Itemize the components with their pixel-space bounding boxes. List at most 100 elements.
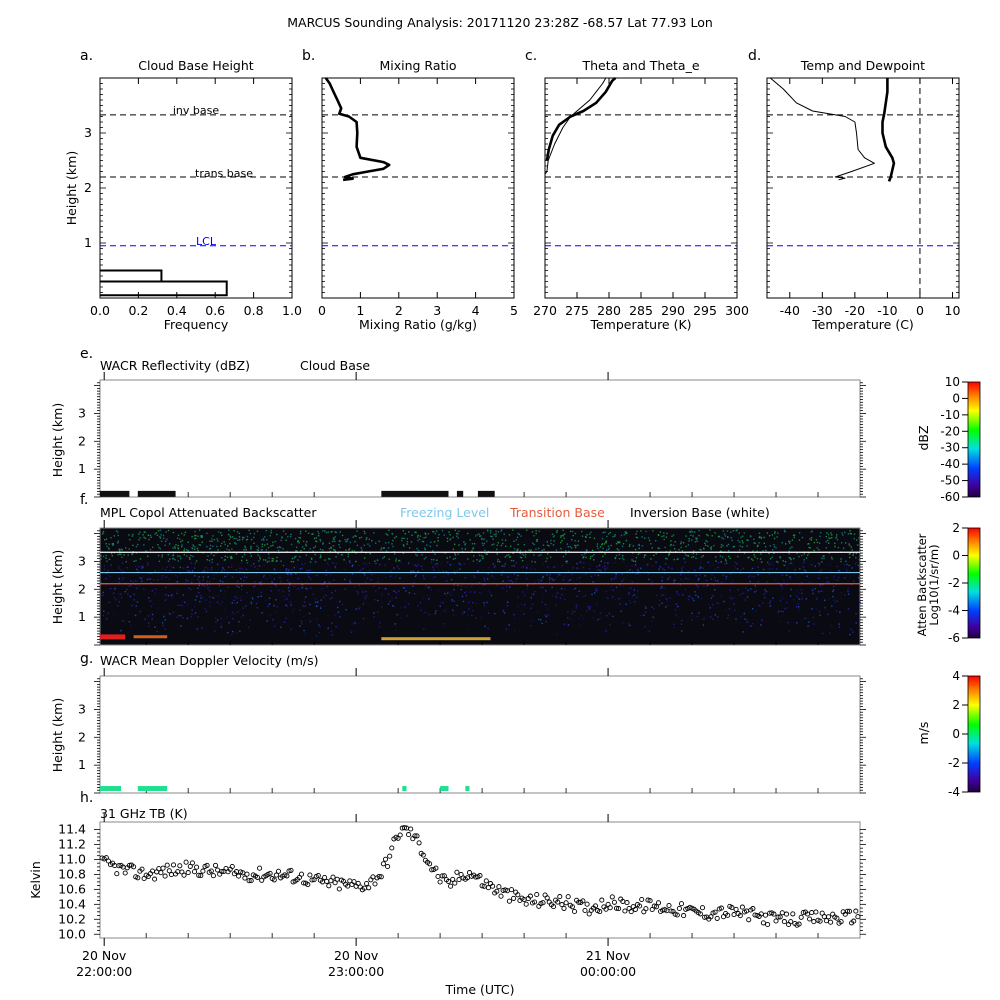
backscatter-pixel bbox=[574, 544, 576, 547]
tb-point bbox=[183, 859, 189, 865]
backscatter-pixel bbox=[723, 533, 726, 535]
backscatter-pixel bbox=[733, 597, 736, 599]
backscatter-pixel bbox=[667, 578, 669, 580]
backscatter-pixel bbox=[388, 529, 390, 531]
backscatter-pixel bbox=[732, 570, 734, 573]
backscatter-pixel bbox=[638, 571, 640, 573]
panel-c-title: Theta and Theta_e bbox=[581, 58, 699, 73]
backscatter-pixel bbox=[170, 594, 173, 596]
backscatter-pixel bbox=[315, 605, 318, 607]
backscatter-pixel bbox=[794, 569, 796, 571]
backscatter-pixel bbox=[354, 622, 356, 624]
backscatter-pixel bbox=[359, 607, 361, 609]
backscatter-pixel bbox=[535, 548, 537, 550]
backscatter-pixel bbox=[257, 547, 260, 549]
backscatter-pixel bbox=[258, 565, 261, 567]
backscatter-pixel bbox=[769, 568, 771, 570]
tb-point bbox=[527, 893, 533, 899]
backscatter-pixel bbox=[230, 566, 233, 568]
tb-point bbox=[485, 885, 491, 891]
backscatter-pixel bbox=[553, 535, 555, 537]
backscatter-pixel bbox=[821, 557, 823, 560]
backscatter-pixel bbox=[844, 531, 846, 533]
backscatter-pixel bbox=[270, 529, 272, 532]
backscatter-pixel bbox=[174, 574, 177, 576]
backscatter-pixel bbox=[562, 529, 564, 531]
backscatter-pixel bbox=[288, 594, 290, 596]
backscatter-pixel bbox=[108, 548, 110, 550]
backscatter-pixel bbox=[325, 569, 327, 572]
backscatter-pixel bbox=[780, 610, 782, 613]
backscatter-pixel bbox=[828, 598, 831, 600]
backscatter-pixel bbox=[179, 572, 181, 574]
backscatter-pixel bbox=[339, 531, 341, 533]
tb-point bbox=[309, 877, 315, 883]
backscatter-pixel bbox=[117, 540, 119, 542]
backscatter-pixel bbox=[513, 548, 516, 550]
backscatter-pixel bbox=[142, 566, 144, 568]
backscatter-pixel bbox=[314, 540, 317, 542]
backscatter-pixel bbox=[105, 554, 107, 557]
backscatter-pixel bbox=[734, 567, 736, 569]
backscatter-pixel bbox=[299, 568, 302, 570]
backscatter-pixel bbox=[294, 585, 296, 588]
backscatter-pixel bbox=[651, 580, 653, 582]
backscatter-pixel bbox=[844, 594, 846, 596]
backscatter-pixel bbox=[605, 630, 607, 632]
backscatter-pixel bbox=[195, 537, 197, 540]
backscatter-pixel bbox=[706, 533, 708, 536]
backscatter-pixel bbox=[785, 543, 787, 545]
backscatter-pixel bbox=[353, 623, 355, 625]
backscatter-pixel bbox=[186, 566, 189, 568]
backscatter-pixel bbox=[315, 598, 317, 600]
backscatter-pixel bbox=[304, 596, 307, 598]
backscatter-pixel bbox=[292, 561, 295, 563]
backscatter-pixel bbox=[176, 592, 178, 595]
backscatter-pixel bbox=[165, 576, 167, 578]
backscatter-pixel bbox=[393, 590, 395, 592]
backscatter-pixel bbox=[838, 623, 840, 625]
backscatter-pixel bbox=[164, 599, 166, 601]
backscatter-pixel bbox=[695, 594, 697, 596]
colorbar-tick-label: 2 bbox=[952, 521, 960, 535]
backscatter-pixel bbox=[716, 616, 719, 618]
backscatter-pixel bbox=[847, 608, 850, 610]
backscatter-pixel bbox=[593, 592, 596, 594]
tb-point bbox=[807, 916, 813, 922]
backscatter-pixel bbox=[850, 546, 852, 548]
backscatter-pixel bbox=[105, 543, 107, 545]
backscatter-pixel bbox=[702, 567, 704, 569]
backscatter-pixel bbox=[793, 534, 796, 536]
backscatter-pixel bbox=[191, 535, 193, 538]
backscatter-pixel bbox=[560, 547, 562, 550]
backscatter-pixel bbox=[345, 549, 347, 551]
backscatter-pixel bbox=[387, 547, 390, 549]
backscatter-pixel bbox=[430, 561, 433, 563]
backscatter-pixel bbox=[589, 606, 591, 608]
backscatter-pixel bbox=[736, 529, 738, 531]
backscatter-pixel bbox=[300, 587, 303, 589]
backscatter-pixel bbox=[830, 570, 832, 572]
backscatter-pixel bbox=[788, 542, 791, 544]
backscatter-pixel bbox=[596, 603, 598, 605]
backscatter-pixel bbox=[740, 616, 742, 618]
backscatter-pixel bbox=[522, 591, 524, 593]
backscatter-pixel bbox=[168, 613, 171, 615]
backscatter-pixel bbox=[235, 537, 237, 540]
backscatter-pixel bbox=[385, 550, 388, 552]
backscatter-pixel bbox=[285, 568, 288, 570]
backscatter-pixel bbox=[840, 592, 842, 594]
backscatter-pixel bbox=[310, 557, 313, 559]
backscatter-pixel bbox=[519, 552, 521, 554]
backscatter-pixel bbox=[383, 547, 386, 549]
backscatter-pixel bbox=[840, 558, 842, 560]
panel-b-title: Mixing Ratio bbox=[379, 58, 456, 73]
backscatter-pixel bbox=[115, 530, 118, 532]
backscatter-pixel bbox=[796, 595, 798, 598]
backscatter-pixel bbox=[531, 565, 533, 567]
backscatter-pixel bbox=[187, 566, 189, 568]
backscatter-pixel bbox=[269, 535, 271, 537]
x-tick-label: 295 bbox=[693, 303, 717, 318]
backscatter-pixel bbox=[633, 589, 635, 591]
backscatter-pixel bbox=[556, 575, 559, 578]
